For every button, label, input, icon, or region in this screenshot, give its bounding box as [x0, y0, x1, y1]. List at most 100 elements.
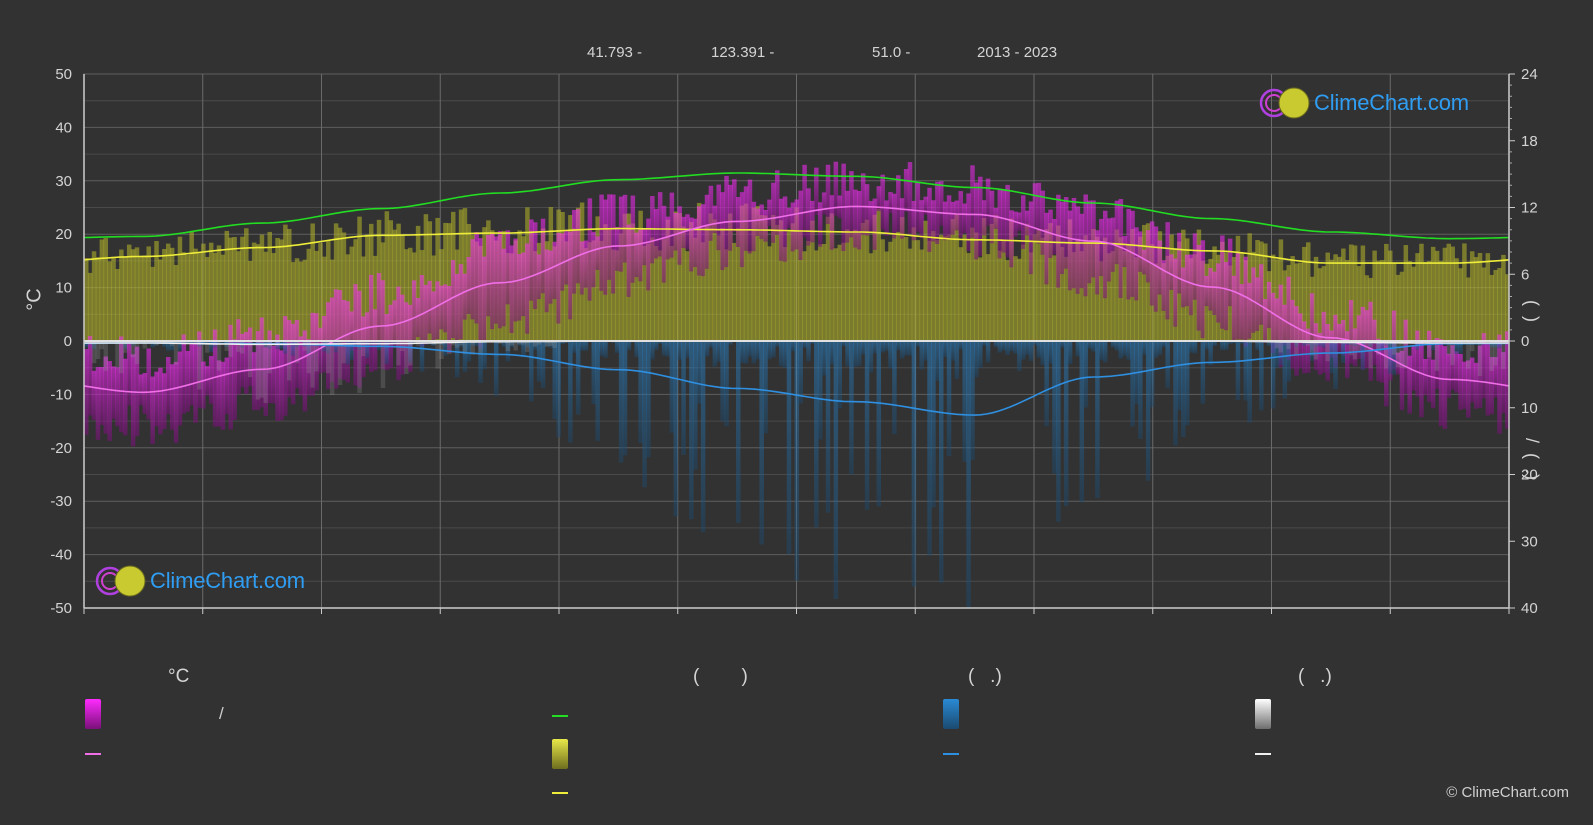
temp-range-bar — [896, 175, 901, 232]
temp-range-bar — [696, 206, 702, 276]
sunshine-bar — [1114, 229, 1120, 341]
sunshine-bar — [915, 240, 921, 341]
temp-range-bar — [1118, 198, 1124, 298]
temp-range-bar — [618, 196, 624, 272]
temp-range-bar — [1427, 330, 1432, 402]
sunshine-bar — [1446, 243, 1452, 341]
sunshine-bar — [1411, 266, 1416, 341]
precip-bar — [1024, 341, 1030, 356]
temp-range-bar — [849, 171, 854, 238]
temp-range-bar — [1290, 299, 1295, 369]
temp-range-bar — [540, 218, 546, 294]
sunshine-bar — [654, 246, 659, 341]
precip-bar — [685, 341, 690, 358]
temp-range-bar — [517, 254, 522, 321]
temp-range-bar — [728, 184, 733, 251]
temp-range-bar — [1095, 230, 1100, 295]
precip-bar — [911, 341, 917, 587]
temp-range-bar — [501, 248, 507, 327]
temp-range-bar — [767, 199, 772, 227]
precip-bar — [817, 341, 823, 440]
precip-bar — [884, 341, 889, 351]
logo-top-right[interactable]: ClimeChart.com — [1258, 86, 1469, 120]
temp-range-bar — [607, 194, 612, 280]
temp-range-bar — [1263, 298, 1268, 343]
temp-range-bar — [732, 179, 737, 232]
left-tick-label: -40 — [50, 547, 72, 564]
precip-bar — [950, 341, 956, 361]
precip-bar — [1079, 341, 1085, 503]
temp-range-bar — [1501, 352, 1506, 414]
sunshine-bar — [123, 256, 128, 341]
temp-range-bar — [892, 193, 897, 239]
temp-range-bar — [1489, 357, 1494, 415]
temp-range-bar — [431, 291, 436, 342]
temp-range-bar — [158, 367, 163, 435]
sunshine-bar — [1442, 247, 1448, 341]
sunshine-bar — [669, 245, 675, 341]
temp-range-bar — [1259, 264, 1264, 325]
precip-bar — [907, 341, 913, 356]
sunshine-bar — [95, 257, 101, 341]
precip-bar — [1454, 341, 1459, 354]
precip-bar — [954, 341, 960, 380]
temp-range-bar — [661, 205, 667, 283]
precip-bar — [572, 341, 577, 353]
sunshine-bar — [989, 223, 995, 341]
precip-bar — [552, 341, 557, 420]
logo-bottom-left[interactable]: ClimeChart.com — [94, 564, 305, 598]
temp-range-bar — [1216, 263, 1221, 323]
temp-range-bar — [310, 312, 315, 396]
precip-bar — [408, 341, 413, 363]
sunshine-bar — [1427, 261, 1432, 341]
temp-range-bar — [1434, 338, 1440, 389]
temp-range-bar — [981, 200, 987, 236]
temp-range-bar — [708, 185, 714, 241]
temp-range-bar — [103, 356, 109, 434]
sunshine-bar — [743, 203, 749, 341]
precip-bar — [1153, 341, 1159, 358]
snow-bar — [130, 341, 136, 358]
temp-range-bar — [798, 190, 803, 261]
precip-bar — [290, 341, 296, 356]
precip-bar — [560, 341, 565, 344]
sunshine-bar — [1345, 259, 1350, 341]
temp-range-bar — [251, 352, 257, 411]
precip-bar — [942, 341, 948, 358]
data-bands — [84, 161, 1509, 608]
temp-range-bar — [950, 201, 956, 235]
temp-range-bar — [220, 361, 226, 430]
sunshine-bar — [1071, 252, 1077, 341]
precip-bar — [162, 341, 167, 347]
temp-range-bar — [240, 333, 245, 388]
sunshine-bar — [1419, 243, 1424, 341]
precip-bar — [1083, 341, 1088, 408]
series-lines — [84, 172, 1509, 416]
temp-range-bar — [1403, 319, 1409, 394]
temp-range-bar — [1493, 357, 1498, 398]
snow-bar — [267, 341, 272, 374]
left-tick-label: 40 — [55, 119, 72, 136]
temp-range-bar — [1278, 284, 1284, 368]
legend-precip-swatch — [943, 699, 959, 729]
temp-range-bar — [1177, 232, 1182, 294]
temp-range-bar — [1419, 339, 1424, 418]
precip-bar — [548, 341, 554, 348]
sunshine-bar — [700, 242, 706, 341]
sunshine-bar — [259, 234, 265, 341]
sunshine-bar — [365, 234, 370, 341]
precip-bar — [1048, 341, 1053, 364]
sunshine-bar — [868, 253, 874, 341]
precip-bar — [462, 341, 468, 372]
right-axis-label-upper: ( ) — [1522, 300, 1542, 322]
sunshine-bar — [1473, 257, 1479, 341]
sunshine-bar — [158, 259, 163, 341]
sunshine-bar — [1099, 261, 1104, 341]
precip-bar — [868, 341, 874, 373]
precip-bar — [458, 341, 464, 347]
temp-range-bar — [599, 194, 604, 291]
precip-bar — [84, 341, 89, 348]
precip-bar — [1360, 341, 1366, 370]
sunshine-bar — [1005, 260, 1010, 341]
precip-bar — [1130, 341, 1135, 427]
